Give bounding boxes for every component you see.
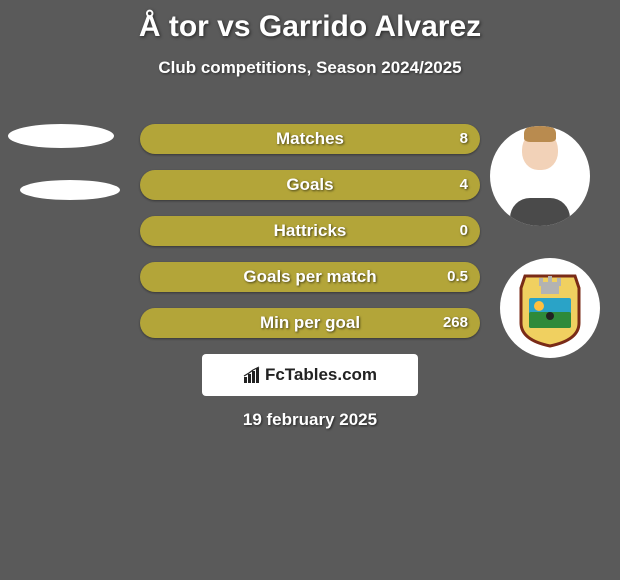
avatar-head bbox=[522, 130, 558, 170]
stat-row: Goals 4 bbox=[140, 170, 480, 200]
stat-row: Goals per match 0.5 bbox=[140, 262, 480, 292]
brand-badge: FcTables.com bbox=[202, 354, 418, 396]
stat-label: Hattricks bbox=[140, 216, 480, 246]
stat-label: Goals per match bbox=[140, 262, 480, 292]
stat-right-value: 0.5 bbox=[447, 262, 468, 292]
stats-bars: Matches 8 Goals 4 Hattricks 0 Goals per … bbox=[140, 124, 480, 354]
player-placeholder-left-1 bbox=[8, 124, 114, 148]
player-avatar-right bbox=[490, 126, 590, 226]
team-crest-right bbox=[500, 258, 600, 358]
stat-label: Goals bbox=[140, 170, 480, 200]
stat-row: Matches 8 bbox=[140, 124, 480, 154]
stat-label: Matches bbox=[140, 124, 480, 154]
crest-icon bbox=[515, 268, 585, 348]
page-title: Å tor vs Garrido Alvarez bbox=[0, 0, 620, 44]
avatar-hair bbox=[524, 126, 556, 142]
bar-chart-icon bbox=[243, 366, 261, 384]
stat-right-value: 268 bbox=[443, 308, 468, 338]
subtitle: Club competitions, Season 2024/2025 bbox=[0, 58, 620, 78]
stat-label: Min per goal bbox=[140, 308, 480, 338]
stat-right-value: 4 bbox=[460, 170, 468, 200]
stat-right-value: 0 bbox=[460, 216, 468, 246]
stat-row: Hattricks 0 bbox=[140, 216, 480, 246]
team-placeholder-left-1 bbox=[20, 180, 120, 200]
brand-text: FcTables.com bbox=[265, 365, 377, 385]
comparison-infographic: Å tor vs Garrido Alvarez Club competitio… bbox=[0, 0, 620, 580]
stat-right-value: 8 bbox=[460, 124, 468, 154]
stat-row: Min per goal 268 bbox=[140, 308, 480, 338]
generation-date: 19 february 2025 bbox=[0, 410, 620, 430]
avatar-body bbox=[510, 198, 570, 226]
